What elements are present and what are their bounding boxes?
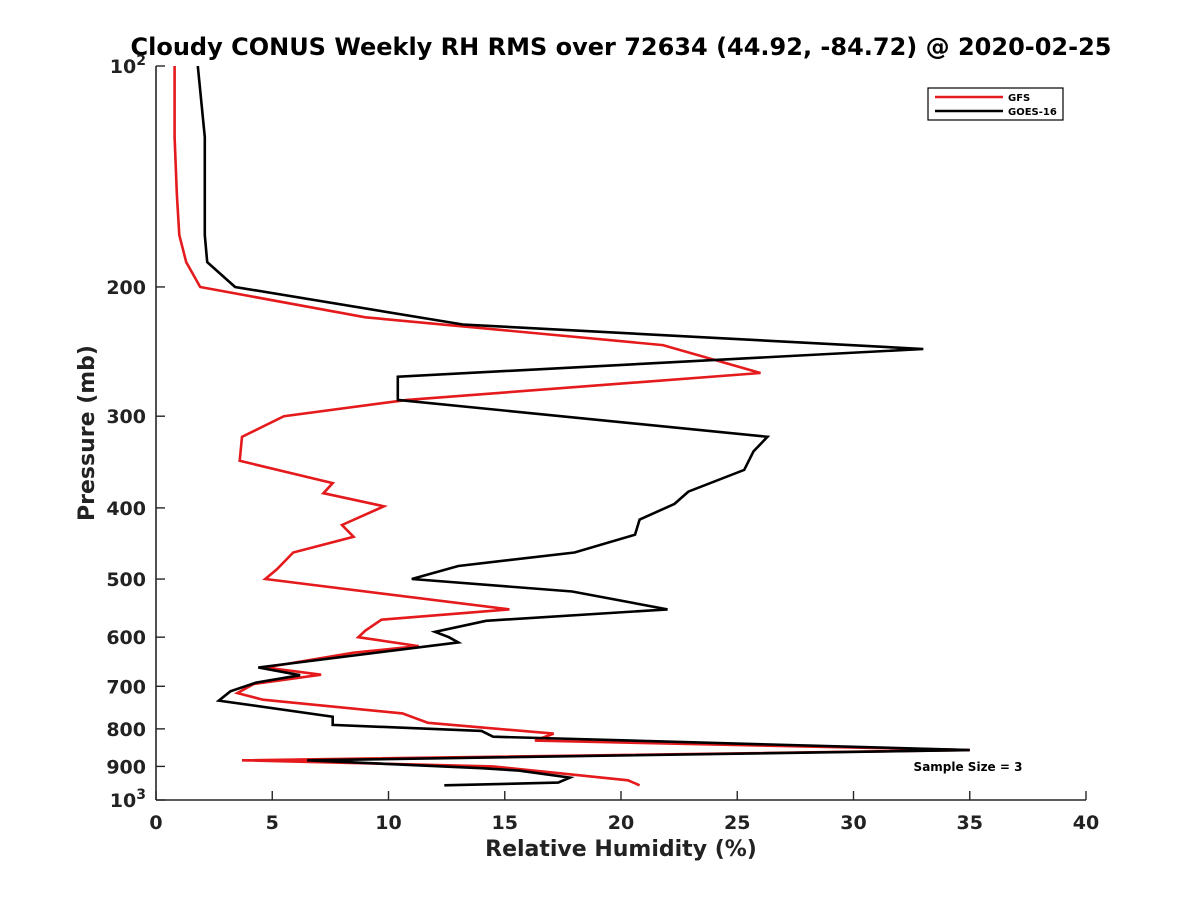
y-axis-label: Pressure (mb) <box>75 345 100 521</box>
series-line-goes-16 <box>196 65 970 787</box>
x-tick-label: 0 <box>149 812 162 834</box>
y-tick-label: 200 <box>106 277 146 299</box>
series-line-gfs <box>173 66 970 787</box>
series-lines <box>173 65 970 787</box>
legend-box <box>927 87 1064 121</box>
sample-size-annotation: Sample Size = 3 <box>914 760 1023 774</box>
legend-label-goes-16: GOES-16 <box>1008 107 1057 118</box>
y-tick-label: 400 <box>106 498 146 520</box>
y-tick-label: 103 <box>110 787 146 812</box>
x-tick-label: 15 <box>492 812 518 834</box>
x-axis-label: Relative Humidity (%) <box>485 837 757 862</box>
y-tick-label: 600 <box>106 627 146 649</box>
x-tick-label: 10 <box>375 812 401 834</box>
x-tick-label: 25 <box>724 812 750 834</box>
x-tick-label: 35 <box>957 812 983 834</box>
y-tick-label: 900 <box>106 756 146 778</box>
y-tick-label-base: 10 <box>110 56 136 78</box>
y-tick-label-exponent: 3 <box>136 787 146 803</box>
y-tick-label: 102 <box>110 53 146 78</box>
x-tick-label: 20 <box>608 812 634 834</box>
x-tick-label: 40 <box>1073 812 1099 834</box>
y-tick-label-exponent: 2 <box>136 53 146 69</box>
y-tick-label: 300 <box>106 406 146 428</box>
legend-label-gfs: GFS <box>1008 93 1030 104</box>
axis-ticks: 0 5 10 15 20 25 30 35 40102200300400500600700800… <box>106 53 1099 834</box>
y-tick-label: 700 <box>106 676 146 698</box>
plot-area: 0 5 10 15 20 25 30 35 40102200300400500600700800… <box>106 53 1099 834</box>
legend: GFS GOES-16 <box>927 87 1064 121</box>
chart-title: Cloudy CONUS Weekly RH RMS over 72634 (4… <box>131 33 1112 61</box>
y-tick-label-base: 10 <box>110 790 136 812</box>
x-tick-label: 30 <box>840 812 866 834</box>
x-tick-label: 5 <box>266 812 279 834</box>
y-tick-label: 800 <box>106 719 146 741</box>
y-tick-label: 500 <box>106 569 146 591</box>
